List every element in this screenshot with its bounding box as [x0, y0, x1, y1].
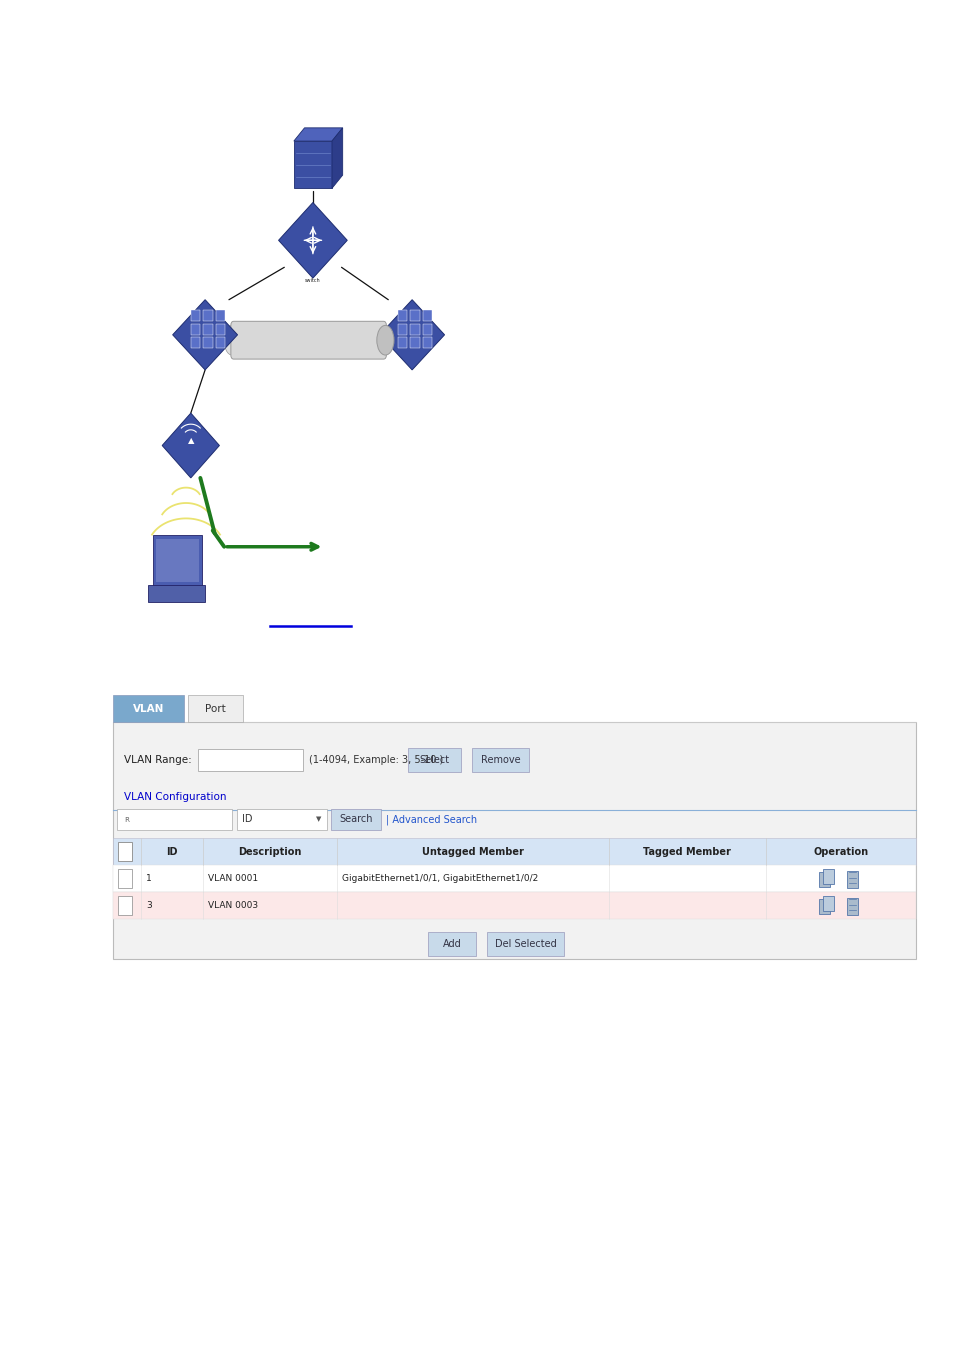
FancyBboxPatch shape: [472, 748, 529, 772]
FancyBboxPatch shape: [118, 896, 132, 915]
Bar: [203, 310, 213, 321]
Bar: [410, 338, 419, 348]
Polygon shape: [278, 202, 347, 278]
Bar: [215, 310, 225, 321]
Text: Description: Description: [238, 846, 301, 857]
FancyBboxPatch shape: [236, 809, 327, 830]
Bar: [215, 338, 225, 348]
Polygon shape: [332, 128, 342, 189]
FancyBboxPatch shape: [117, 809, 232, 830]
Bar: [191, 338, 200, 348]
Text: VLAN: VLAN: [132, 703, 164, 714]
FancyBboxPatch shape: [188, 695, 243, 722]
Text: Select: Select: [419, 755, 449, 765]
FancyBboxPatch shape: [818, 872, 829, 887]
Text: ʀ: ʀ: [124, 815, 129, 824]
FancyBboxPatch shape: [845, 898, 857, 915]
Text: ID: ID: [242, 814, 253, 825]
FancyBboxPatch shape: [118, 842, 132, 861]
FancyBboxPatch shape: [112, 865, 915, 892]
Bar: [422, 324, 432, 335]
FancyBboxPatch shape: [818, 899, 829, 914]
FancyBboxPatch shape: [112, 892, 915, 919]
FancyBboxPatch shape: [408, 748, 460, 772]
Polygon shape: [294, 142, 332, 189]
Text: VLAN 0003: VLAN 0003: [208, 902, 258, 910]
Text: VLAN Configuration: VLAN Configuration: [124, 791, 226, 802]
Ellipse shape: [224, 325, 239, 355]
Bar: [203, 338, 213, 348]
Text: switch: switch: [305, 278, 320, 283]
Polygon shape: [162, 413, 219, 478]
Polygon shape: [379, 300, 444, 370]
FancyBboxPatch shape: [198, 749, 303, 771]
Text: Add: Add: [442, 938, 461, 949]
Bar: [422, 338, 432, 348]
FancyBboxPatch shape: [148, 585, 205, 602]
Text: VLAN Range:: VLAN Range:: [124, 755, 192, 765]
Text: ▲: ▲: [188, 436, 193, 444]
Bar: [397, 324, 407, 335]
Text: 3: 3: [146, 902, 152, 910]
Bar: [191, 310, 200, 321]
Text: ▼: ▼: [315, 817, 321, 822]
FancyBboxPatch shape: [112, 695, 184, 722]
Bar: [397, 310, 407, 321]
Text: | Advanced Search: | Advanced Search: [386, 814, 477, 825]
Bar: [203, 324, 213, 335]
Bar: [215, 324, 225, 335]
FancyBboxPatch shape: [821, 869, 833, 884]
Text: 1: 1: [146, 875, 152, 883]
Ellipse shape: [376, 325, 394, 355]
FancyBboxPatch shape: [118, 869, 132, 888]
Text: Search: Search: [338, 814, 373, 825]
Text: GigabitEthernet1/0/1, GigabitEthernet1/0/2: GigabitEthernet1/0/1, GigabitEthernet1/0…: [341, 875, 537, 883]
Text: Port: Port: [205, 703, 226, 714]
Bar: [422, 310, 432, 321]
FancyBboxPatch shape: [152, 535, 202, 586]
Bar: [191, 324, 200, 335]
FancyBboxPatch shape: [112, 838, 915, 865]
Text: Tagged Member: Tagged Member: [642, 846, 731, 857]
Bar: [410, 324, 419, 335]
FancyBboxPatch shape: [231, 321, 386, 359]
Bar: [410, 310, 419, 321]
FancyBboxPatch shape: [845, 871, 857, 888]
Bar: [397, 338, 407, 348]
Text: Remove: Remove: [480, 755, 520, 765]
FancyBboxPatch shape: [155, 539, 199, 582]
Text: VLAN 0001: VLAN 0001: [208, 875, 258, 883]
Text: Operation: Operation: [813, 846, 867, 857]
FancyBboxPatch shape: [487, 931, 563, 956]
FancyBboxPatch shape: [112, 722, 915, 958]
Text: Untagged Member: Untagged Member: [421, 846, 523, 857]
Polygon shape: [294, 128, 342, 142]
FancyBboxPatch shape: [331, 809, 380, 830]
FancyBboxPatch shape: [428, 931, 476, 956]
Text: ID: ID: [166, 846, 178, 857]
Polygon shape: [172, 300, 237, 370]
Text: (1-4094, Example: 3, 5-10 ): (1-4094, Example: 3, 5-10 ): [309, 755, 443, 765]
Text: Del Selected: Del Selected: [495, 938, 556, 949]
FancyBboxPatch shape: [821, 896, 833, 911]
